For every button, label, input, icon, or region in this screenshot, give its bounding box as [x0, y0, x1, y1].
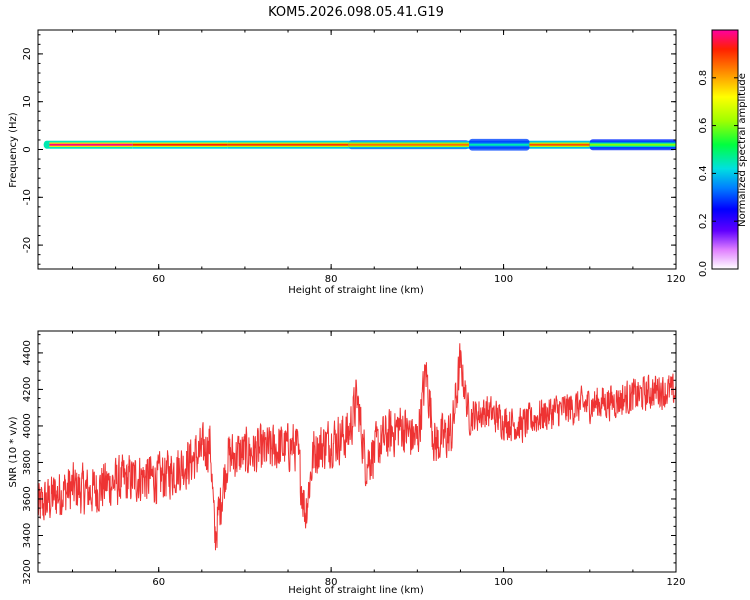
snr-panel: 60 80 100 120 4400420040003800360034003200 … [8, 330, 686, 596]
y-tick-label: 3600 [22, 486, 33, 511]
y-tick-label: 0 [22, 146, 33, 152]
snr-y-label: SNR (10 * v/v) [8, 416, 19, 487]
spectrogram-y-label: Frequency (Hz) [8, 112, 19, 188]
y-tick-label: 3800 [22, 450, 33, 475]
y-tick-label: 4200 [22, 377, 33, 402]
snr-frame [37, 330, 677, 573]
x-tick-label: 100 [494, 274, 513, 285]
spectrogram-heatmap [43, 138, 676, 151]
spectrogram-frame [37, 29, 677, 270]
heatmap-ridge-core [227, 143, 349, 146]
x-tick-label: 100 [494, 577, 513, 588]
y-tick-label: 10 [22, 95, 33, 108]
x-tick-label: 60 [152, 274, 165, 285]
heatmap-ridge-core [348, 143, 470, 146]
colorbar-tick-label: 0.2 [698, 213, 709, 229]
heatmap-ridge-core [469, 143, 530, 146]
y-tick-label: 20 [22, 48, 33, 61]
snr-y-ticks: 4400 4200 4000 3800 3600 3400 3200 [22, 334, 676, 585]
x-tick-label: 80 [325, 577, 338, 588]
spectrogram-y-ticks: 20 10 0 -10 -20 [22, 34, 676, 265]
x-tick-label: 80 [325, 274, 338, 285]
x-tick-label: 120 [666, 274, 685, 285]
heatmap-start-cap [43, 140, 50, 149]
y-tick-label: -10 [22, 189, 33, 205]
colorbar: 0.0 0.2 0.4 0.6 0.8 Normalized spectral ampl… [698, 29, 748, 277]
y-tick-label: 4000 [22, 413, 33, 438]
x-tick-label: 60 [152, 577, 165, 588]
snr-series-line [38, 343, 676, 551]
y-tick-label: 3200 [22, 559, 33, 584]
colorbar-label: Normalized spectral amplitude [737, 73, 748, 227]
y-tick-label: 4400 [22, 340, 33, 365]
spectrogram-x-label: Height of straight line (km) [288, 285, 424, 296]
y-tick-label: -20 [22, 237, 33, 253]
heatmap-ridge-core [46, 143, 133, 146]
heatmap-ridge-core [529, 143, 590, 146]
colorbar-tick-label: 0.8 [698, 70, 709, 86]
heatmap-ridge-core [589, 143, 676, 146]
colorbar-ticks: 0.0 0.2 0.4 0.6 0.8 [698, 70, 738, 277]
chart-title: KOM5.2026.098.05.41.G19 [268, 5, 444, 20]
snr-x-ticks: 60 80 100 120 [71, 331, 686, 588]
x-tick-label: 120 [666, 577, 685, 588]
heatmap-ridge-core [132, 143, 228, 146]
colorbar-tick-label: 0.4 [698, 165, 709, 181]
colorbar-gradient [711, 29, 739, 270]
colorbar-tick-label: 0.0 [698, 261, 709, 277]
y-tick-label: 3400 [22, 523, 33, 548]
colorbar-tick-label: 0.6 [698, 118, 709, 134]
snr-x-label: Height of straight line (km) [288, 585, 424, 596]
spectrogram-x-ticks: 60 80 100 120 [71, 30, 686, 285]
